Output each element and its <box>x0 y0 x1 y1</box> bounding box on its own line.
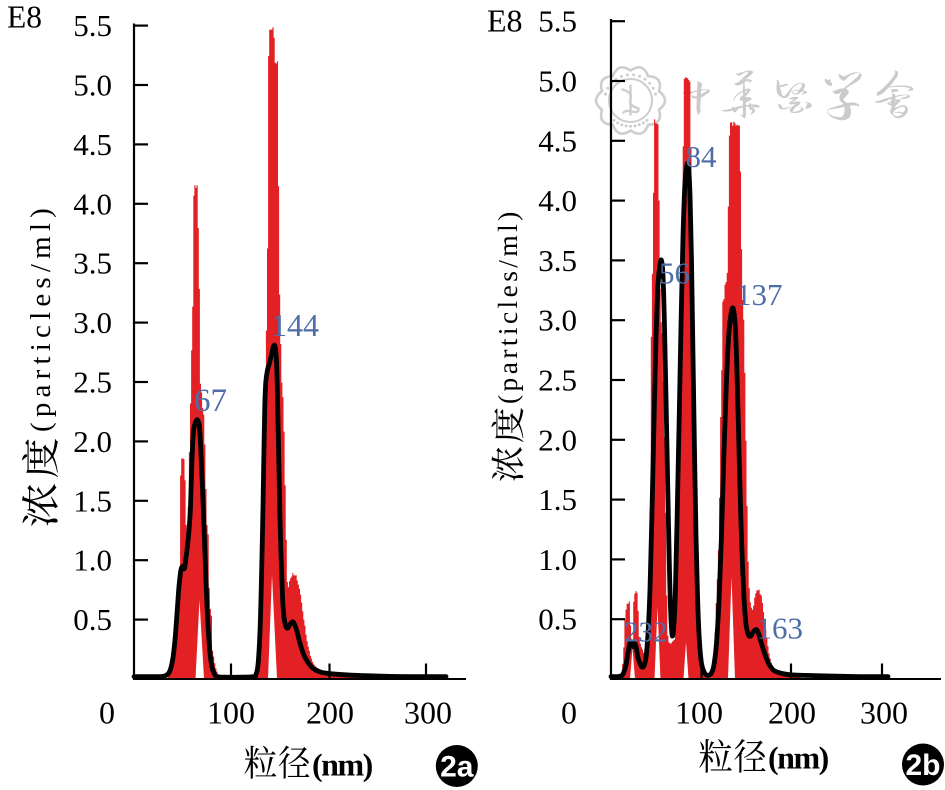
svg-text:(nm): (nm) <box>312 747 373 783</box>
svg-text:100: 100 <box>675 695 723 731</box>
svg-text:5.5: 5.5 <box>73 8 112 43</box>
svg-text:3.5: 3.5 <box>538 243 577 278</box>
svg-text:200: 200 <box>768 695 816 731</box>
svg-text:2a: 2a <box>440 751 474 784</box>
svg-text:3.0: 3.0 <box>73 305 112 340</box>
svg-text:4.0: 4.0 <box>538 183 577 218</box>
svg-text:0.5: 0.5 <box>73 602 112 637</box>
svg-text:137: 137 <box>736 277 783 312</box>
svg-text:0.5: 0.5 <box>538 602 577 637</box>
svg-text:144: 144 <box>271 307 319 343</box>
svg-text:2b: 2b <box>905 749 940 782</box>
svg-text:E8: E8 <box>487 3 523 39</box>
svg-text:300: 300 <box>860 695 908 731</box>
svg-text:4.5: 4.5 <box>73 127 112 162</box>
svg-text:1.5: 1.5 <box>538 482 577 517</box>
svg-text:2.0: 2.0 <box>538 422 577 457</box>
svg-text:3.0: 3.0 <box>538 303 577 338</box>
svg-text:4.0: 4.0 <box>73 186 112 221</box>
svg-text:4.5: 4.5 <box>538 123 577 158</box>
svg-text:200: 200 <box>306 695 354 731</box>
svg-text:0: 0 <box>99 695 115 731</box>
svg-text:163: 163 <box>757 611 804 646</box>
svg-text:(nm): (nm) <box>768 740 829 776</box>
svg-text:5.0: 5.0 <box>73 68 112 103</box>
svg-text:56: 56 <box>659 256 690 291</box>
svg-text:(particles/ml): (particles/ml) <box>25 203 57 432</box>
svg-text:5.0: 5.0 <box>538 64 577 99</box>
svg-text:3.5: 3.5 <box>73 246 112 281</box>
svg-text:2.0: 2.0 <box>73 424 112 459</box>
svg-text:100: 100 <box>207 695 255 731</box>
svg-text:1.5: 1.5 <box>73 483 112 518</box>
svg-text:0: 0 <box>561 695 577 731</box>
svg-text:1.0: 1.0 <box>73 543 112 578</box>
svg-text:5.5: 5.5 <box>538 4 577 39</box>
svg-text:1.0: 1.0 <box>538 542 577 577</box>
svg-text:2.5: 2.5 <box>538 363 577 398</box>
svg-text:E8: E8 <box>7 0 42 35</box>
svg-text:84: 84 <box>686 139 718 174</box>
svg-text:2.5: 2.5 <box>73 365 112 400</box>
svg-text:67: 67 <box>194 383 227 419</box>
svg-text:(particles/ml): (particles/ml) <box>492 208 523 404</box>
svg-text:300: 300 <box>404 695 452 731</box>
svg-text:232: 232 <box>624 617 668 649</box>
